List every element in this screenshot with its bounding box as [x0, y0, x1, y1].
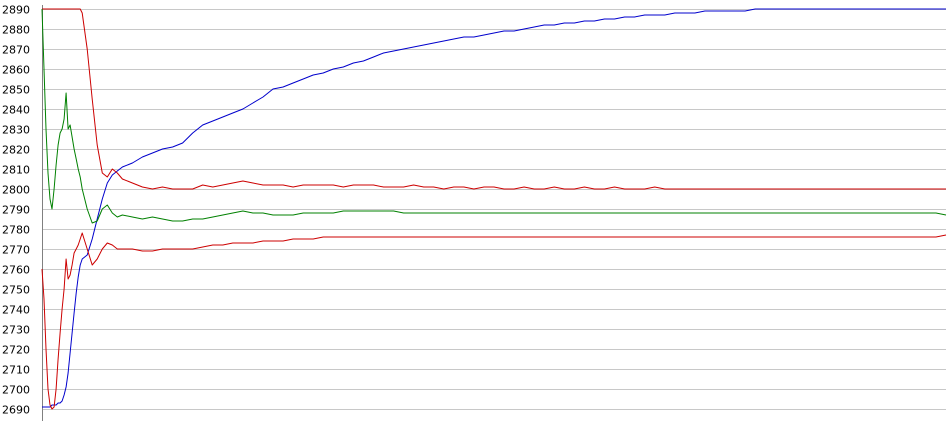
y-tick-label: 2800 [2, 184, 30, 197]
y-tick-label: 2750 [2, 284, 30, 297]
y-tick-label: 2870 [2, 44, 30, 57]
series-line-3 [41, 8, 947, 224]
series-line-1 [42, 8, 946, 408]
y-tick-label: 2790 [2, 204, 30, 217]
y-tick-label: 2730 [2, 324, 30, 337]
y-tick-label: 2760 [2, 264, 30, 277]
y-tick-label: 2820 [2, 144, 30, 157]
y-tick-label: 2700 [2, 384, 30, 397]
grid-layer [42, 9, 946, 410]
y-axis-tick-labels: 2890 2880 2870 2860 2850 2840 2830 2820 2810 2800… [2, 4, 30, 417]
y-tick-label: 2770 [2, 244, 30, 257]
y-tick-label: 2880 [2, 24, 30, 37]
y-tick-label: 2690 [2, 404, 30, 417]
series-line-2 [42, 8, 946, 190]
y-tick-label: 2740 [2, 304, 30, 317]
y-tick-label: 2710 [2, 364, 30, 377]
y-tick-label: 2890 [2, 4, 30, 17]
y-tick-label: 2840 [2, 104, 30, 117]
y-tick-label: 2850 [2, 84, 30, 97]
y-tick-label: 2810 [2, 164, 30, 177]
y-tick-label: 2830 [2, 124, 30, 137]
y-tick-label: 2860 [2, 64, 30, 77]
y-tick-label: 2720 [2, 344, 30, 357]
series-line-4 [41, 232, 947, 410]
y-tick-label: 2780 [2, 224, 30, 237]
series-layer [41, 8, 947, 410]
